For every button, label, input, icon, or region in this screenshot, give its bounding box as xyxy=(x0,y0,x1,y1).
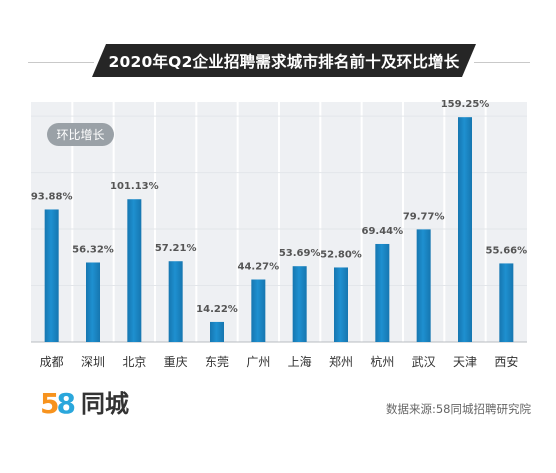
bar-3 xyxy=(168,261,183,342)
bar-6 xyxy=(292,266,307,342)
bar-5 xyxy=(251,279,266,342)
bar-7 xyxy=(334,267,348,342)
title-rule-right xyxy=(474,62,530,63)
category-label-11: 西安 xyxy=(494,354,518,369)
legend-badge: 环比增长 xyxy=(47,123,114,146)
value-label-4: 14.22% xyxy=(196,304,238,315)
bar-8 xyxy=(375,243,390,342)
category-label-1: 深圳 xyxy=(81,355,105,369)
value-label-5: 44.27% xyxy=(238,262,280,273)
value-label-6: 53.69% xyxy=(279,248,321,259)
title-rule-left xyxy=(28,62,94,63)
category-label-4: 东莞 xyxy=(205,355,229,369)
category-label-10: 天津 xyxy=(453,355,477,369)
brand-logo: 5 8 同城 xyxy=(38,389,129,419)
bar-2 xyxy=(127,199,142,342)
value-label-1: 56.32% xyxy=(72,244,114,255)
category-label-2: 北京 xyxy=(122,355,146,369)
bar-4 xyxy=(210,321,224,342)
category-label-3: 重庆 xyxy=(164,355,188,369)
value-label-10: 159.25% xyxy=(441,99,490,110)
bar-1 xyxy=(86,262,100,342)
value-label-9: 79.77% xyxy=(403,211,445,222)
category-label-7: 郑州 xyxy=(329,354,353,369)
value-label-0: 93.88% xyxy=(31,191,73,202)
bar-11 xyxy=(499,263,514,342)
logo-text: 同城 xyxy=(81,390,129,418)
category-label-5: 广州 xyxy=(246,355,270,369)
data-source-note: 数据来源:58同城招聘研究院 xyxy=(385,402,531,416)
category-label-9: 武汉 xyxy=(412,355,436,369)
bar-10 xyxy=(458,117,472,342)
value-label-8: 69.44% xyxy=(362,226,404,237)
bar-9 xyxy=(416,229,431,342)
value-label-3: 57.21% xyxy=(155,243,197,254)
logo-digit-5: 5 xyxy=(40,387,60,420)
bar-0 xyxy=(44,209,59,342)
value-label-11: 55.66% xyxy=(486,245,528,256)
logo-digit-8: 8 xyxy=(56,387,76,420)
category-label-8: 杭州 xyxy=(370,354,394,369)
category-label-6: 上海 xyxy=(288,354,312,369)
logo-58-mark: 5 8 xyxy=(38,389,78,419)
value-label-2: 101.13% xyxy=(110,181,159,192)
category-label-0: 成都 xyxy=(40,355,64,369)
value-label-7: 52.80% xyxy=(320,249,362,260)
chart-title: 2020年Q2企业招聘需求城市排名前十及环比增长 xyxy=(92,44,476,77)
